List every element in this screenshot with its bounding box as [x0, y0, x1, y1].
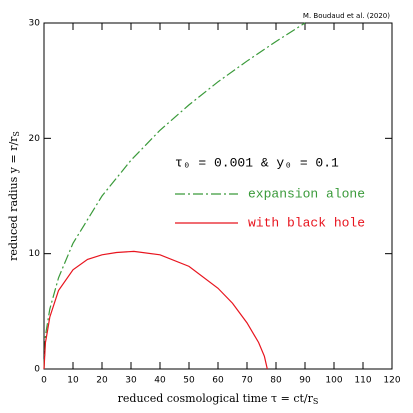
x-tick-label: 40: [154, 376, 166, 386]
y-tick-label: 0: [34, 365, 40, 375]
x-tick-label: 80: [270, 376, 282, 386]
y-label-sub: S: [12, 131, 21, 136]
x-tick-label: 110: [354, 376, 371, 386]
legend-label: expansion alone: [248, 186, 365, 201]
credit: M. Boudaud et al. (2020): [303, 12, 390, 20]
x-tick-label: 50: [183, 376, 195, 386]
legend-label: with black hole: [248, 215, 365, 230]
x-tick-label: 20: [96, 376, 108, 386]
x-tick-label: 70: [241, 376, 253, 386]
y-tick-label: 20: [29, 134, 41, 144]
x-tick-label: 0: [41, 376, 47, 386]
x-label-text: reduced cosmological time τ = ct/r: [118, 392, 314, 405]
x-tick-label: 100: [325, 376, 342, 386]
series-line: [43, 22, 306, 370]
x-tick-label: 30: [125, 376, 137, 386]
annotation: τ₀ = 0.001 & y₀ = 0.1: [175, 155, 339, 170]
x-tick-label: 120: [383, 376, 400, 386]
x-tick-label: 90: [299, 376, 311, 386]
series-line: [43, 250, 268, 370]
x-tick-label: 60: [212, 376, 224, 386]
x-label-sub: S: [313, 397, 318, 406]
x-axis-label: reduced cosmological time τ = ct/rS: [118, 392, 319, 406]
y-label-text: reduced radius y = r/r: [7, 136, 20, 261]
x-tick-label: 10: [67, 376, 79, 386]
y-axis-label: reduced radius y = r/rS: [7, 131, 21, 261]
y-tick-label: 10: [29, 249, 41, 259]
y-tick-label: 30: [29, 19, 41, 29]
